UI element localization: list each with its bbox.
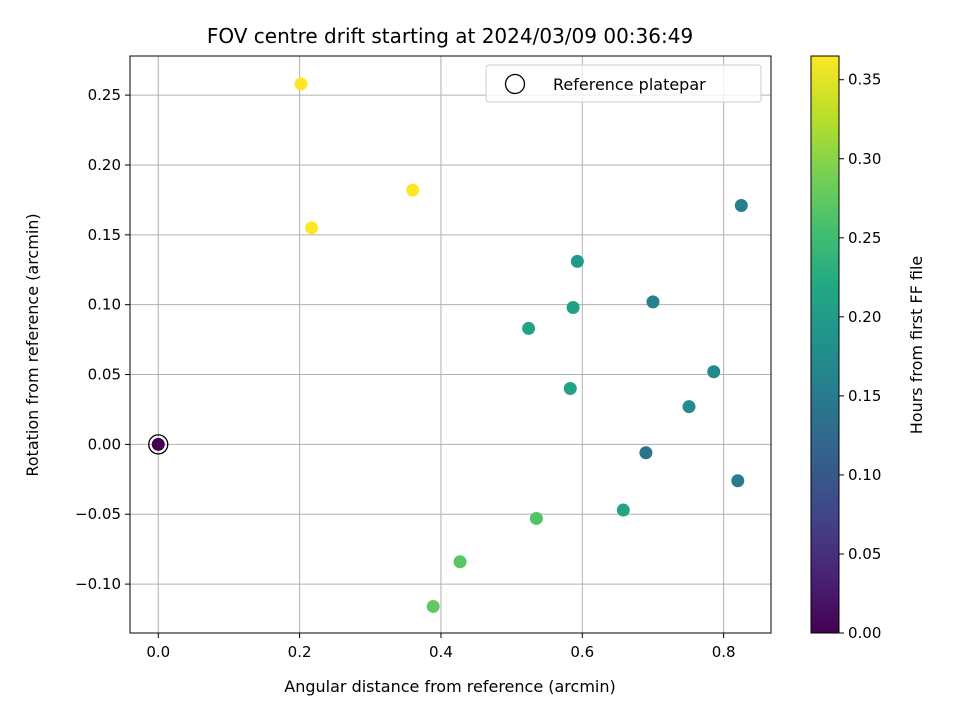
- colorbar-tick-label: 0.00: [848, 624, 881, 642]
- data-point: [734, 198, 748, 212]
- data-point: [731, 474, 745, 488]
- grid-lines: [130, 56, 771, 633]
- y-tick-label: 0.10: [88, 296, 121, 314]
- y-axis-label: Rotation from reference (arcmin): [23, 213, 42, 476]
- data-point: [566, 300, 580, 314]
- data-point: [453, 555, 467, 569]
- data-point: [294, 77, 308, 91]
- x-tick-label: 0.6: [570, 643, 594, 661]
- colorbar-tick-label: 0.35: [848, 71, 881, 89]
- data-point: [563, 382, 577, 396]
- data-point: [522, 321, 536, 335]
- colorbar-ticks: 0.00 0.05 0.10 0.15 0.20 0.25 0.30 0.35: [839, 71, 881, 642]
- colorbar: 0.00 0.05 0.10 0.15 0.20 0.25 0.30 0.35 Hours f…: [810, 55, 926, 642]
- y-tick-label: −0.05: [75, 505, 121, 523]
- chart-title: FOV centre drift starting at 2024/03/09 …: [207, 24, 693, 48]
- y-axis-ticks: −0.10 −0.05 0.00 0.05 0.10 0.15 0.20 0.25: [75, 86, 130, 593]
- y-tick-label: 0.05: [88, 366, 121, 384]
- colorbar-tick-label: 0.25: [848, 229, 881, 247]
- x-axis-ticks: 0.0 0.2 0.4 0.6 0.8: [146, 633, 736, 661]
- legend-box: [485, 64, 762, 103]
- data-points: [148, 77, 748, 613]
- legend-reference-marker-icon: [504, 73, 526, 95]
- data-point: [707, 365, 721, 379]
- y-tick-label: −0.10: [75, 575, 121, 593]
- colorbar-tick-label: 0.20: [848, 308, 881, 326]
- colorbar-tick-label: 0.15: [848, 387, 881, 405]
- x-tick-label: 0.2: [288, 643, 312, 661]
- y-tick-label: 0.15: [88, 226, 121, 244]
- colorbar-tick-label: 0.05: [848, 545, 881, 563]
- data-point: [646, 295, 660, 309]
- data-point: [151, 437, 165, 451]
- data-point: [570, 254, 584, 268]
- x-tick-label: 0.8: [712, 643, 736, 661]
- data-point: [305, 221, 319, 235]
- x-tick-label: 0.4: [429, 643, 453, 661]
- colorbar-tick-label: 0.30: [848, 150, 881, 168]
- plot-frame: [129, 55, 772, 634]
- data-point: [406, 183, 420, 197]
- x-axis-label: Angular distance from reference (arcmin): [284, 677, 615, 696]
- colorbar-tick-label: 0.10: [848, 466, 881, 484]
- y-tick-label: 0.25: [88, 86, 121, 104]
- data-point: [426, 599, 440, 613]
- data-point: [616, 503, 630, 517]
- x-tick-label: 0.0: [146, 643, 170, 661]
- data-point: [529, 511, 543, 525]
- data-point: [639, 446, 653, 460]
- legend-entry-label: Reference platepar: [553, 75, 706, 94]
- legend: Reference platepar: [485, 64, 762, 103]
- colorbar-gradient: [811, 56, 839, 633]
- colorbar-label: Hours from first FF file: [907, 256, 926, 435]
- reference-platepar-marker: [148, 434, 169, 455]
- y-tick-label: 0.20: [88, 156, 121, 174]
- data-point: [682, 400, 696, 414]
- y-tick-label: 0.00: [88, 435, 121, 453]
- colorbar-frame: [810, 55, 840, 634]
